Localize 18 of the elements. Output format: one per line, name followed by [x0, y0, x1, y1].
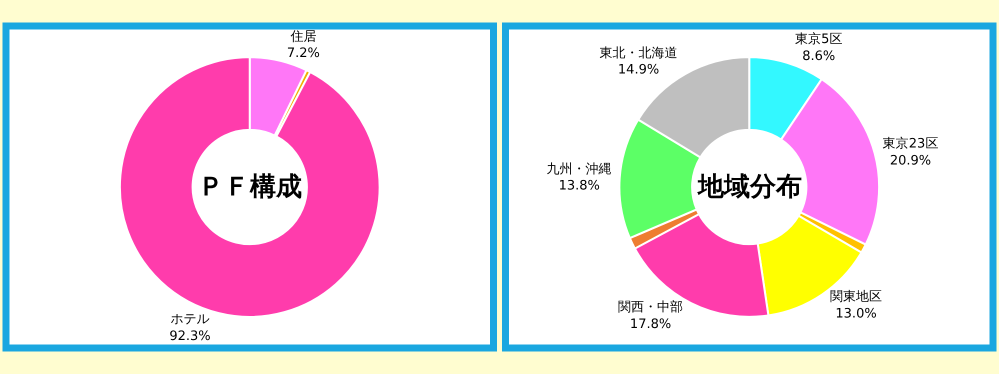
data-label: 14.9%	[618, 62, 660, 78]
text: ＰＦ構成	[198, 172, 302, 202]
data-label: 8.6%	[802, 49, 836, 64]
data-label: 20.9%	[890, 154, 932, 169]
slice-label: 関西・中部	[618, 300, 684, 315]
data-label: 13.8%	[558, 178, 600, 194]
text: 地域分布	[697, 172, 802, 202]
slice-label: 東北・北海道	[600, 46, 678, 61]
data-label: 13.0%	[835, 306, 877, 322]
slice-label: 東京23区	[882, 136, 938, 152]
slice-label: ホテル	[170, 312, 210, 328]
data-label: 92.3%	[169, 329, 211, 344]
slice-label: 東京5区	[795, 32, 842, 48]
slice-label: 九州・沖縄	[546, 162, 612, 177]
slice-label: 住居	[289, 29, 316, 44]
data-label: 7.2%	[286, 46, 320, 62]
data-label: 17.8%	[630, 316, 672, 332]
slice-label: 関東地区	[830, 290, 882, 305]
